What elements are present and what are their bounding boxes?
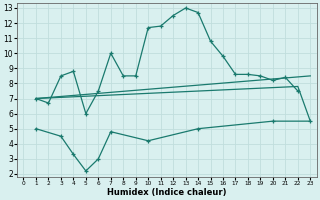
X-axis label: Humidex (Indice chaleur): Humidex (Indice chaleur)	[107, 188, 227, 197]
